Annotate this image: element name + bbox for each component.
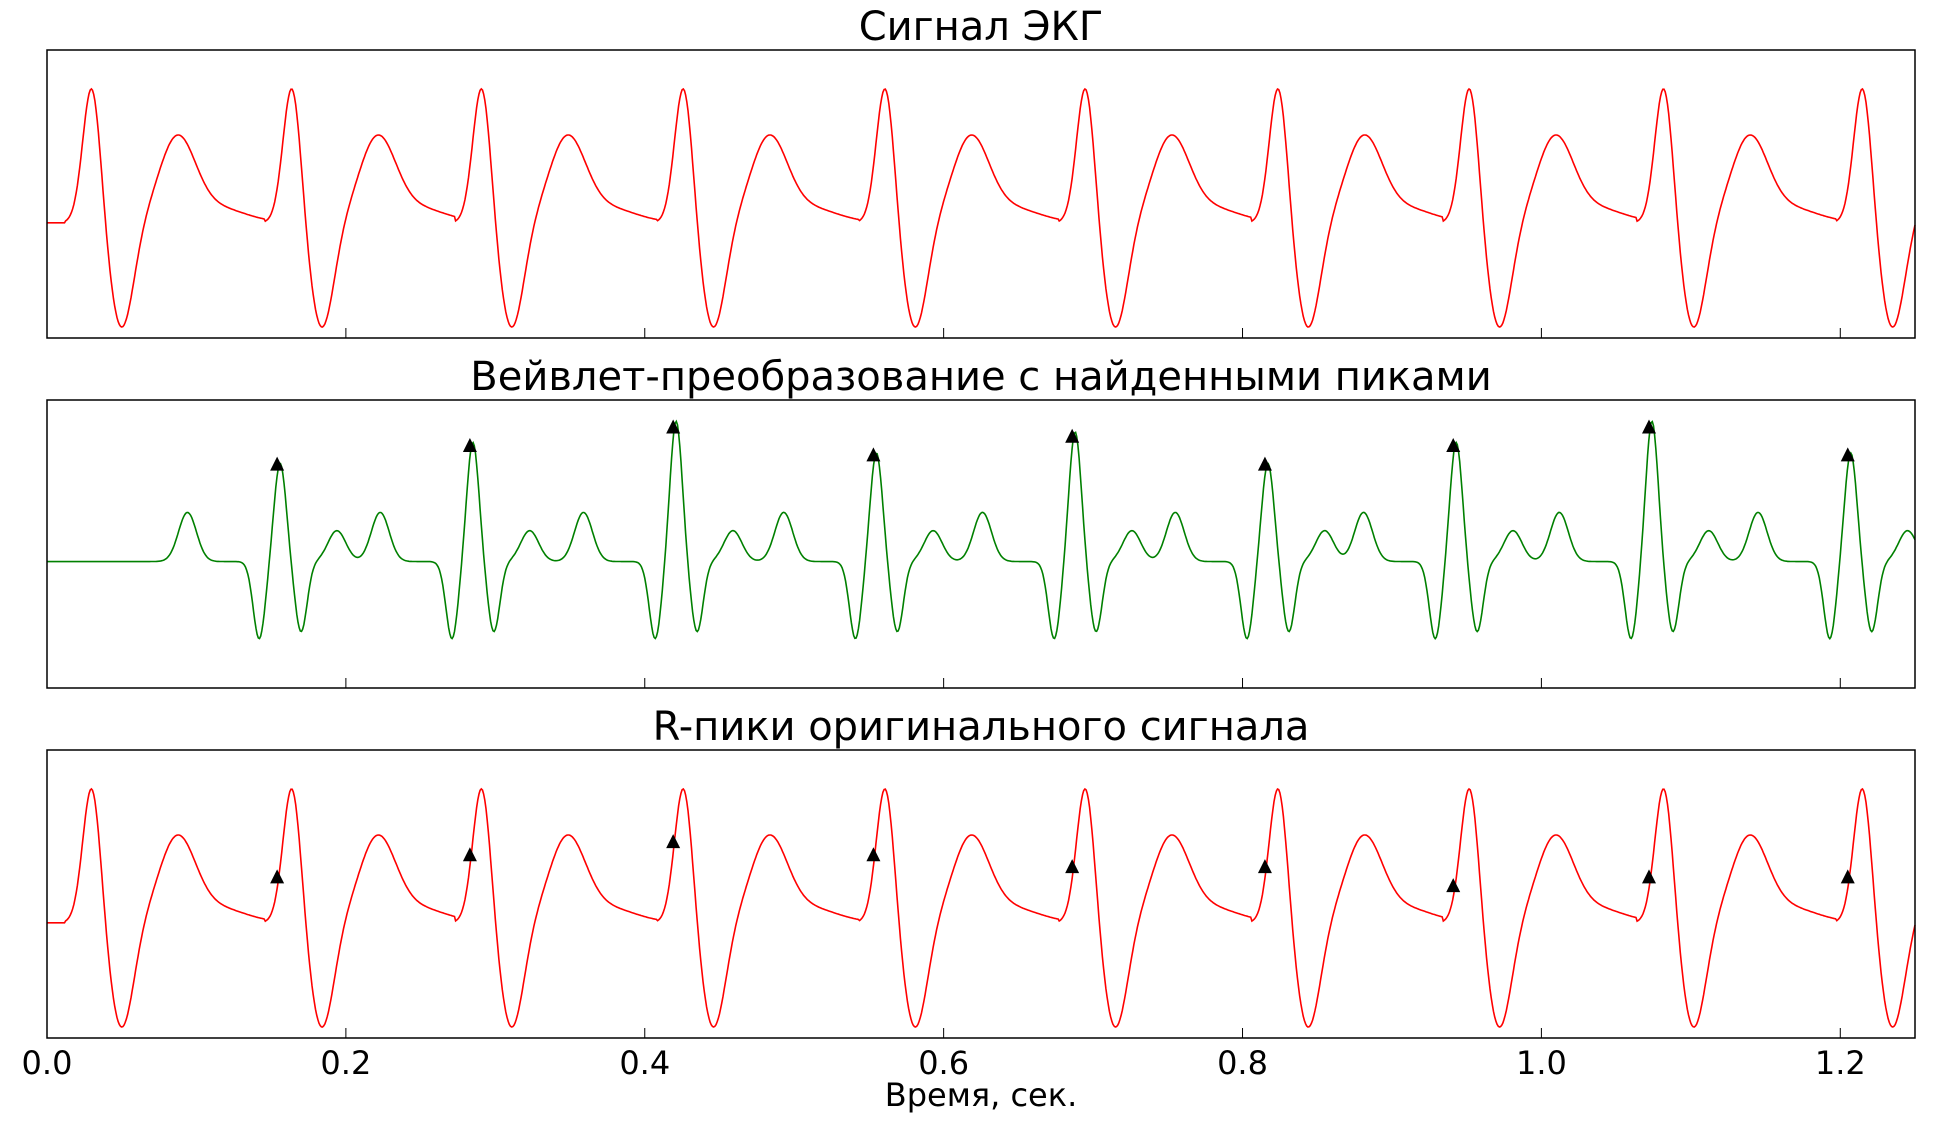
r-peak-markers bbox=[270, 834, 1855, 893]
x-tick-label: 1.0 bbox=[1516, 1044, 1567, 1082]
r-peaks-panel: R-пики оригинального сигнала 0.0 0.2 0.4 0.… bbox=[22, 704, 1916, 1114]
x-tick-label: 0.8 bbox=[1217, 1044, 1268, 1082]
x-gridlines bbox=[46, 328, 1841, 338]
x-axis-label: Время, сек. bbox=[885, 1076, 1077, 1114]
peak-marker bbox=[666, 419, 681, 434]
peak-marker bbox=[1065, 428, 1080, 443]
wavelet-panel: Вейвлет-преобразование с найденными пика… bbox=[46, 354, 1916, 689]
peak-marker bbox=[1840, 869, 1855, 884]
ecg-series-line bbox=[47, 87, 1916, 328]
peak-marker bbox=[1257, 859, 1272, 874]
ecg-signal-panel: Сигнал ЭКГ bbox=[46, 4, 1916, 339]
panel-title: Сигнал ЭКГ bbox=[859, 4, 1104, 50]
peak-marker bbox=[1257, 456, 1272, 471]
x-axis-ticks: 0.0 0.2 0.4 0.6 0.8 1.0 1.2 bbox=[22, 1044, 1866, 1082]
x-tick-label: 0.0 bbox=[22, 1044, 73, 1082]
peak-marker bbox=[270, 869, 285, 884]
peak-marker bbox=[1446, 438, 1461, 453]
peak-marker bbox=[1641, 419, 1656, 434]
peak-marker bbox=[1446, 878, 1461, 893]
peak-marker bbox=[1065, 859, 1080, 874]
x-gridlines bbox=[46, 1028, 1841, 1038]
peak-marker bbox=[462, 847, 477, 862]
panel-title: R-пики оригинального сигнала bbox=[653, 704, 1310, 750]
x-tick-label: 0.4 bbox=[619, 1044, 670, 1082]
wavelet-series-line bbox=[47, 419, 1916, 640]
peak-marker bbox=[462, 438, 477, 453]
wavelet-peak-markers bbox=[270, 419, 1855, 471]
x-tick-label: 1.2 bbox=[1815, 1044, 1866, 1082]
x-gridlines bbox=[46, 678, 1841, 688]
plot-frame bbox=[46, 49, 1916, 339]
plot-frame bbox=[46, 399, 1916, 689]
x-tick-label: 0.2 bbox=[320, 1044, 371, 1082]
peak-marker bbox=[666, 834, 681, 849]
x-tick-label: 0.6 bbox=[918, 1044, 969, 1082]
plot-frame bbox=[46, 749, 1916, 1039]
peak-marker bbox=[270, 456, 285, 471]
peak-marker bbox=[1840, 447, 1855, 462]
peak-marker bbox=[866, 847, 881, 862]
panel-title: Вейвлет-преобразование с найденными пика… bbox=[470, 354, 1491, 400]
peak-marker bbox=[866, 447, 881, 462]
peak-marker bbox=[1641, 869, 1656, 884]
ecg-series-line bbox=[47, 787, 1916, 1028]
